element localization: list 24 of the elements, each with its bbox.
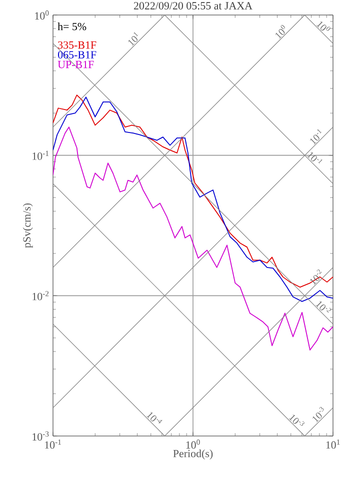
y-tick-label: 10$^{0}$ bbox=[35, 10, 49, 20]
annotation: h= 5% bbox=[58, 22, 86, 30]
annotation: 10$^{-1}$ bbox=[310, 129, 322, 145]
annotation: 10$^{-2}$ bbox=[310, 269, 322, 285]
x-axis-title: Period(s) bbox=[173, 450, 213, 460]
annotation: 10$^{-2}$ bbox=[316, 301, 332, 313]
x-tick-label: 10$^{0}$ bbox=[186, 440, 200, 449]
annotation: 10$^{0}$ bbox=[316, 21, 330, 31]
y-tick-label: 10$^{-2}$ bbox=[32, 291, 49, 300]
x-tick-label: 10$^{1}$ bbox=[326, 440, 340, 449]
annotation: 10$^{-3}$ bbox=[312, 406, 324, 423]
y-axis-title: pSv(cm/s) bbox=[22, 203, 33, 248]
annotation: 10$^{-1}$ bbox=[306, 152, 322, 164]
text: 335-B1F bbox=[58, 41, 96, 49]
annotation: 10$^{-3}$ bbox=[288, 414, 304, 426]
y-tick-label: 10$^{-3}$ bbox=[32, 431, 49, 441]
text: 065-B1F bbox=[58, 51, 96, 58]
annotation: 10$^{1}$ bbox=[128, 32, 138, 46]
y-tick-label: 10$^{-1}$ bbox=[32, 150, 49, 160]
annotation: 10$^{0}$ bbox=[275, 25, 285, 39]
text: UP-B1F bbox=[58, 60, 94, 68]
x-tick-label: 10$^{-1}$ bbox=[45, 440, 61, 449]
annotation: 10$^{-4}$ bbox=[146, 412, 162, 424]
chart-title: 2022/09/20 05:55 at JAXA bbox=[134, 2, 252, 10]
